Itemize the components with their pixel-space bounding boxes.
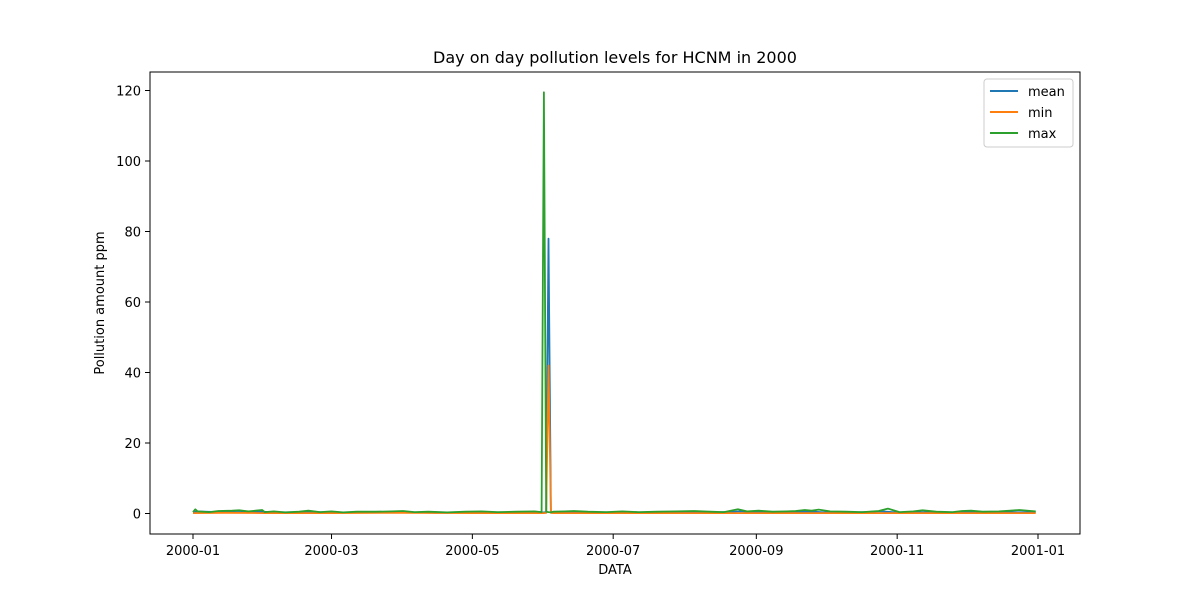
y-tick-label: 0 <box>133 508 141 523</box>
legend-box <box>983 78 1074 148</box>
x-tick-label: 2000-03 <box>304 544 358 559</box>
plot-frame <box>149 71 1081 535</box>
legend: mean min max <box>983 78 1074 148</box>
legend-label-mean: mean <box>1028 85 1065 100</box>
y-tick-label: 100 <box>116 155 141 170</box>
y-axis-label: Pollution amount ppm <box>93 231 108 374</box>
series-line-min <box>192 364 1036 514</box>
series-layer <box>192 91 1036 514</box>
x-tick-label: 2000-05 <box>445 544 499 559</box>
x-tick-label: 2000-07 <box>586 544 640 559</box>
x-axis: 2000-01 2000-03 2000-05 2000-07 2000-09 2000-… <box>166 534 1065 559</box>
y-tick-label: 60 <box>124 296 141 311</box>
y-tick-label: 120 <box>116 85 141 100</box>
chart-title: Day on day pollution levels for HCNM in … <box>433 48 797 67</box>
x-tick-label: 2000-09 <box>729 544 783 559</box>
x-axis-label: DATA <box>598 563 632 578</box>
x-tick-label: 2000-11 <box>870 544 924 559</box>
series-line-max <box>192 91 1036 514</box>
x-tick-label: 2001-01 <box>1011 544 1065 559</box>
plot-area: 2000-01 2000-03 2000-05 2000-07 2000-09 2000-… <box>116 71 1081 559</box>
legend-label-max: max <box>1028 127 1057 142</box>
y-axis: 0 20 40 60 80 100 120 <box>116 85 150 523</box>
y-tick-label: 80 <box>124 226 141 241</box>
y-tick-label: 20 <box>124 437 141 452</box>
x-tick-label: 2000-01 <box>166 544 220 559</box>
legend-label-min: min <box>1028 106 1053 121</box>
y-tick-label: 40 <box>124 367 141 382</box>
